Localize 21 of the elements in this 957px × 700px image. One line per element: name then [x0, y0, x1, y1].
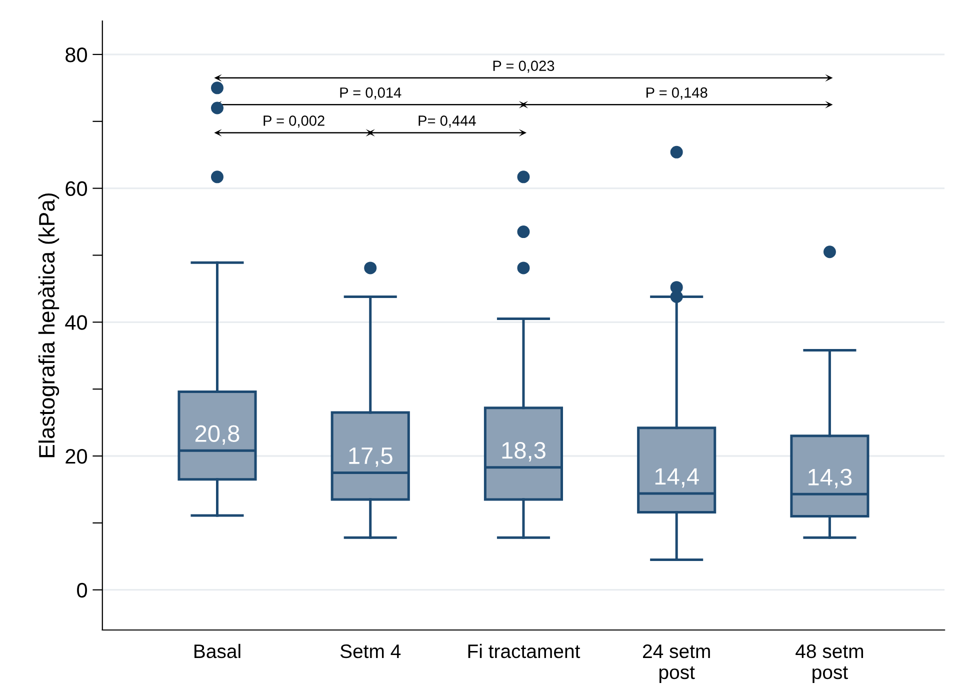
annotation: P = 0,023: [493, 60, 554, 73]
text: 18,3: [502, 442, 546, 462]
x-tick-label: Basal: [194, 644, 240, 658]
y-tick-label: 40: [65, 315, 88, 330]
annotation: P = 0,148: [646, 87, 708, 100]
text: 14,4: [655, 468, 699, 488]
x-tick-label: Setm 4: [340, 644, 401, 658]
y-tick-label: 20: [66, 449, 88, 464]
annotation: P = 0,002: [264, 116, 324, 128]
text: 14,3: [808, 468, 852, 488]
y-axis-title: Elastografia hepàtica (kPa): [38, 193, 60, 458]
x-tick-label: Fi tractament: [468, 644, 580, 658]
x-tick-label: 48 setm post: [796, 644, 864, 683]
x-tick-label: 24 setm post: [642, 644, 710, 683]
y-tick-label: 80: [66, 47, 88, 62]
y-tick-label: 60: [66, 181, 88, 196]
text: 20,8: [195, 425, 240, 445]
y-tick-label: 0: [77, 582, 87, 598]
text: 17,5: [349, 448, 392, 467]
annotation: P= 0,444: [418, 116, 476, 128]
annotation: P = 0,014: [340, 87, 402, 100]
